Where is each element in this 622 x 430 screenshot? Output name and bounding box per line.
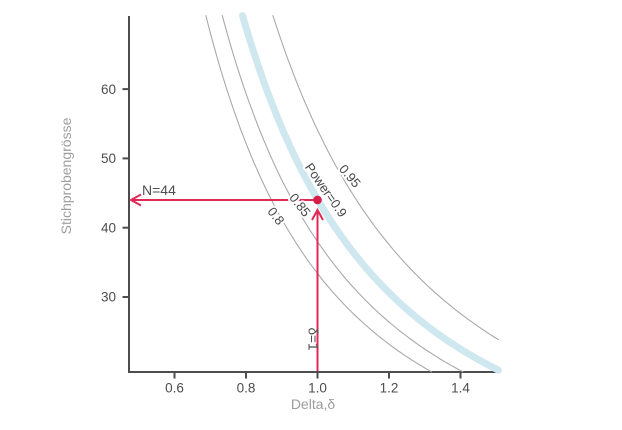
delta-arrow-head xyxy=(311,207,324,221)
axes: 30 40 50 60 0.6 0.8 1.0 1.2 1.4 xyxy=(101,16,498,396)
n-annotation-label: N=44 xyxy=(142,182,176,198)
annotation-arrows xyxy=(128,193,314,207)
x-tick-label: 0.8 xyxy=(237,381,256,396)
curve-power-0.85 xyxy=(221,15,464,373)
y-tick-label: 60 xyxy=(101,82,116,97)
x-tick-label: 1.2 xyxy=(380,381,399,396)
x-tick-label: 1.0 xyxy=(308,381,327,396)
n-arrow-head xyxy=(128,193,142,207)
power-curves xyxy=(205,12,502,374)
highlight-layer: N=44 δ=1 xyxy=(142,182,324,371)
highlight-point xyxy=(313,195,322,205)
y-tick-label: 40 xyxy=(101,220,116,235)
y-tick-label: 50 xyxy=(101,151,116,166)
axis-frame xyxy=(128,16,498,373)
x-tick-label: 0.6 xyxy=(165,381,184,396)
curve-label-power-0.80: 0.8 xyxy=(265,204,288,227)
y-tick-label: 30 xyxy=(101,290,116,305)
y-axis-title: Stichprobengrösse xyxy=(58,117,74,234)
curve-power-0.80 xyxy=(205,15,433,373)
x-tick-label: 1.4 xyxy=(451,381,470,396)
curve-power-0.90 xyxy=(239,12,502,374)
x-axis-title: Delta,δ xyxy=(291,396,336,412)
curve-label-power-0.95: 0.95 xyxy=(336,161,364,190)
curve-label-power-0.85: 0.85 xyxy=(286,190,313,219)
delta-annotation-label: δ=1 xyxy=(306,328,321,351)
curve-power-0.95 xyxy=(272,15,499,341)
